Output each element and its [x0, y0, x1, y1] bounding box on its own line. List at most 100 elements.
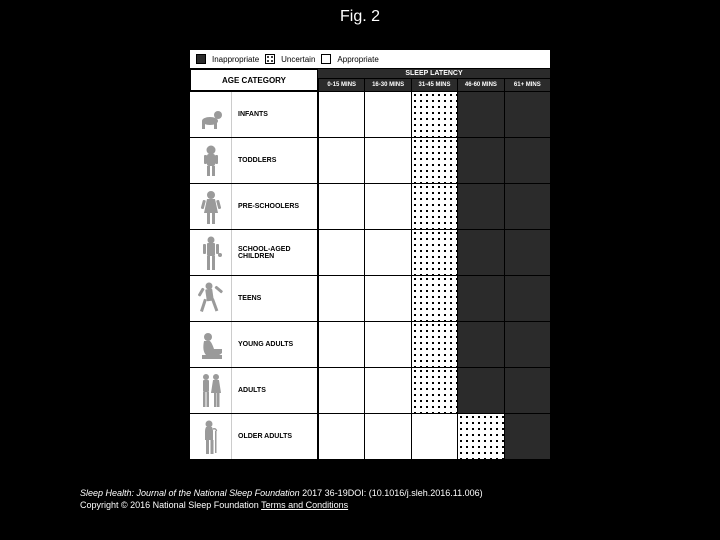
cell-inappropriate — [457, 92, 503, 137]
cell-appropriate — [364, 322, 410, 367]
terms-link[interactable]: Terms and Conditions — [261, 500, 348, 510]
cell-inappropriate — [457, 368, 503, 413]
preschool-icon — [190, 184, 232, 229]
cell-appropriate — [364, 276, 410, 321]
toddler-icon — [190, 138, 232, 183]
header-age-category: AGE CATEGORY — [190, 69, 318, 91]
table-row: ADULTS — [190, 367, 550, 413]
table-body: INFANTS TODDLERS PRE-SCHOOLERS SCHOOL-AGED … — [190, 91, 550, 459]
cell-inappropriate — [457, 230, 503, 275]
table-row: TEENS — [190, 275, 550, 321]
cell-appropriate — [318, 322, 364, 367]
table-row: PRE-SCHOOLERS — [190, 183, 550, 229]
row-label-text: TODDLERS — [232, 157, 317, 164]
table-header: AGE CATEGORY SLEEP LATENCY 0-15 MINS 16-… — [190, 69, 550, 91]
row-cells — [318, 322, 550, 367]
cell-inappropriate — [504, 184, 550, 229]
swatch-appropriate — [321, 54, 331, 64]
table-row: TODDLERS — [190, 137, 550, 183]
figure-title: Fig. 2 — [0, 0, 720, 26]
legend-label-uncertain: Uncertain — [281, 55, 315, 64]
cell-appropriate — [364, 414, 410, 459]
cell-uncertain — [411, 368, 457, 413]
row-cells — [318, 276, 550, 321]
row-cells — [318, 138, 550, 183]
cell-uncertain — [411, 322, 457, 367]
header-col-2: 31-45 MINS — [411, 79, 457, 91]
cell-appropriate — [318, 92, 364, 137]
row-cells — [318, 92, 550, 137]
cell-appropriate — [364, 184, 410, 229]
cell-inappropriate — [504, 138, 550, 183]
row-label-text: SCHOOL-AGED CHILDREN — [232, 246, 317, 260]
infant-icon — [190, 92, 232, 137]
olderadult-icon — [190, 414, 232, 459]
cell-appropriate — [364, 138, 410, 183]
cell-appropriate — [364, 230, 410, 275]
teen-icon — [190, 276, 232, 321]
cell-appropriate — [318, 230, 364, 275]
cell-appropriate — [364, 368, 410, 413]
table-row: YOUNG ADULTS — [190, 321, 550, 367]
legend: Inappropriate Uncertain Appropriate — [190, 50, 550, 69]
table-row: OLDER ADULTS — [190, 413, 550, 459]
legend-label-inappropriate: Inappropriate — [212, 55, 259, 64]
citation-copyright: Copyright © 2016 National Sleep Foundati… — [80, 500, 261, 510]
cell-appropriate — [318, 276, 364, 321]
cell-inappropriate — [457, 138, 503, 183]
header-sleep-latency: SLEEP LATENCY — [318, 69, 550, 79]
header-columns: 0-15 MINS 16-30 MINS 31-45 MINS 46-60 MI… — [318, 79, 550, 91]
header-col-4: 61+ MINS — [504, 79, 550, 91]
cell-inappropriate — [457, 276, 503, 321]
row-label-text: PRE-SCHOOLERS — [232, 203, 317, 210]
row-label-text: YOUNG ADULTS — [232, 341, 317, 348]
row-cells — [318, 414, 550, 459]
cell-uncertain — [411, 184, 457, 229]
legend-label-appropriate: Appropriate — [337, 55, 378, 64]
cell-appropriate — [318, 184, 364, 229]
swatch-inappropriate — [196, 54, 206, 64]
header-col-0: 0-15 MINS — [318, 79, 364, 91]
row-label: YOUNG ADULTS — [190, 322, 318, 367]
cell-appropriate — [318, 368, 364, 413]
cell-appropriate — [318, 414, 364, 459]
row-label: ADULTS — [190, 368, 318, 413]
table-row: INFANTS — [190, 91, 550, 137]
row-label-text: OLDER ADULTS — [232, 433, 317, 440]
cell-inappropriate — [504, 276, 550, 321]
youngadult-icon — [190, 322, 232, 367]
row-label-text: INFANTS — [232, 111, 317, 118]
header-col-1: 16-30 MINS — [364, 79, 410, 91]
row-label: PRE-SCHOOLERS — [190, 184, 318, 229]
citation: Sleep Health: Journal of the National Sl… — [80, 487, 483, 512]
cell-inappropriate — [457, 184, 503, 229]
row-label: TEENS — [190, 276, 318, 321]
cell-uncertain — [411, 92, 457, 137]
row-label: SCHOOL-AGED CHILDREN — [190, 230, 318, 275]
row-label-text: ADULTS — [232, 387, 317, 394]
row-cells — [318, 230, 550, 275]
row-label: OLDER ADULTS — [190, 414, 318, 459]
table-row: SCHOOL-AGED CHILDREN — [190, 229, 550, 275]
swatch-uncertain — [265, 54, 275, 64]
row-cells — [318, 184, 550, 229]
citation-journal: Sleep Health: Journal of the National Sl… — [80, 488, 300, 498]
row-label: INFANTS — [190, 92, 318, 137]
row-cells — [318, 368, 550, 413]
cell-inappropriate — [504, 414, 550, 459]
cell-appropriate — [364, 92, 410, 137]
row-label: TODDLERS — [190, 138, 318, 183]
header-col-3: 46-60 MINS — [457, 79, 503, 91]
row-label-text: TEENS — [232, 295, 317, 302]
cell-appropriate — [318, 138, 364, 183]
cell-uncertain — [411, 276, 457, 321]
cell-appropriate — [411, 414, 457, 459]
cell-inappropriate — [457, 322, 503, 367]
cell-inappropriate — [504, 322, 550, 367]
cell-inappropriate — [504, 368, 550, 413]
schoolchild-icon — [190, 230, 232, 275]
adults-icon — [190, 368, 232, 413]
cell-uncertain — [411, 230, 457, 275]
cell-uncertain — [411, 138, 457, 183]
cell-inappropriate — [504, 230, 550, 275]
